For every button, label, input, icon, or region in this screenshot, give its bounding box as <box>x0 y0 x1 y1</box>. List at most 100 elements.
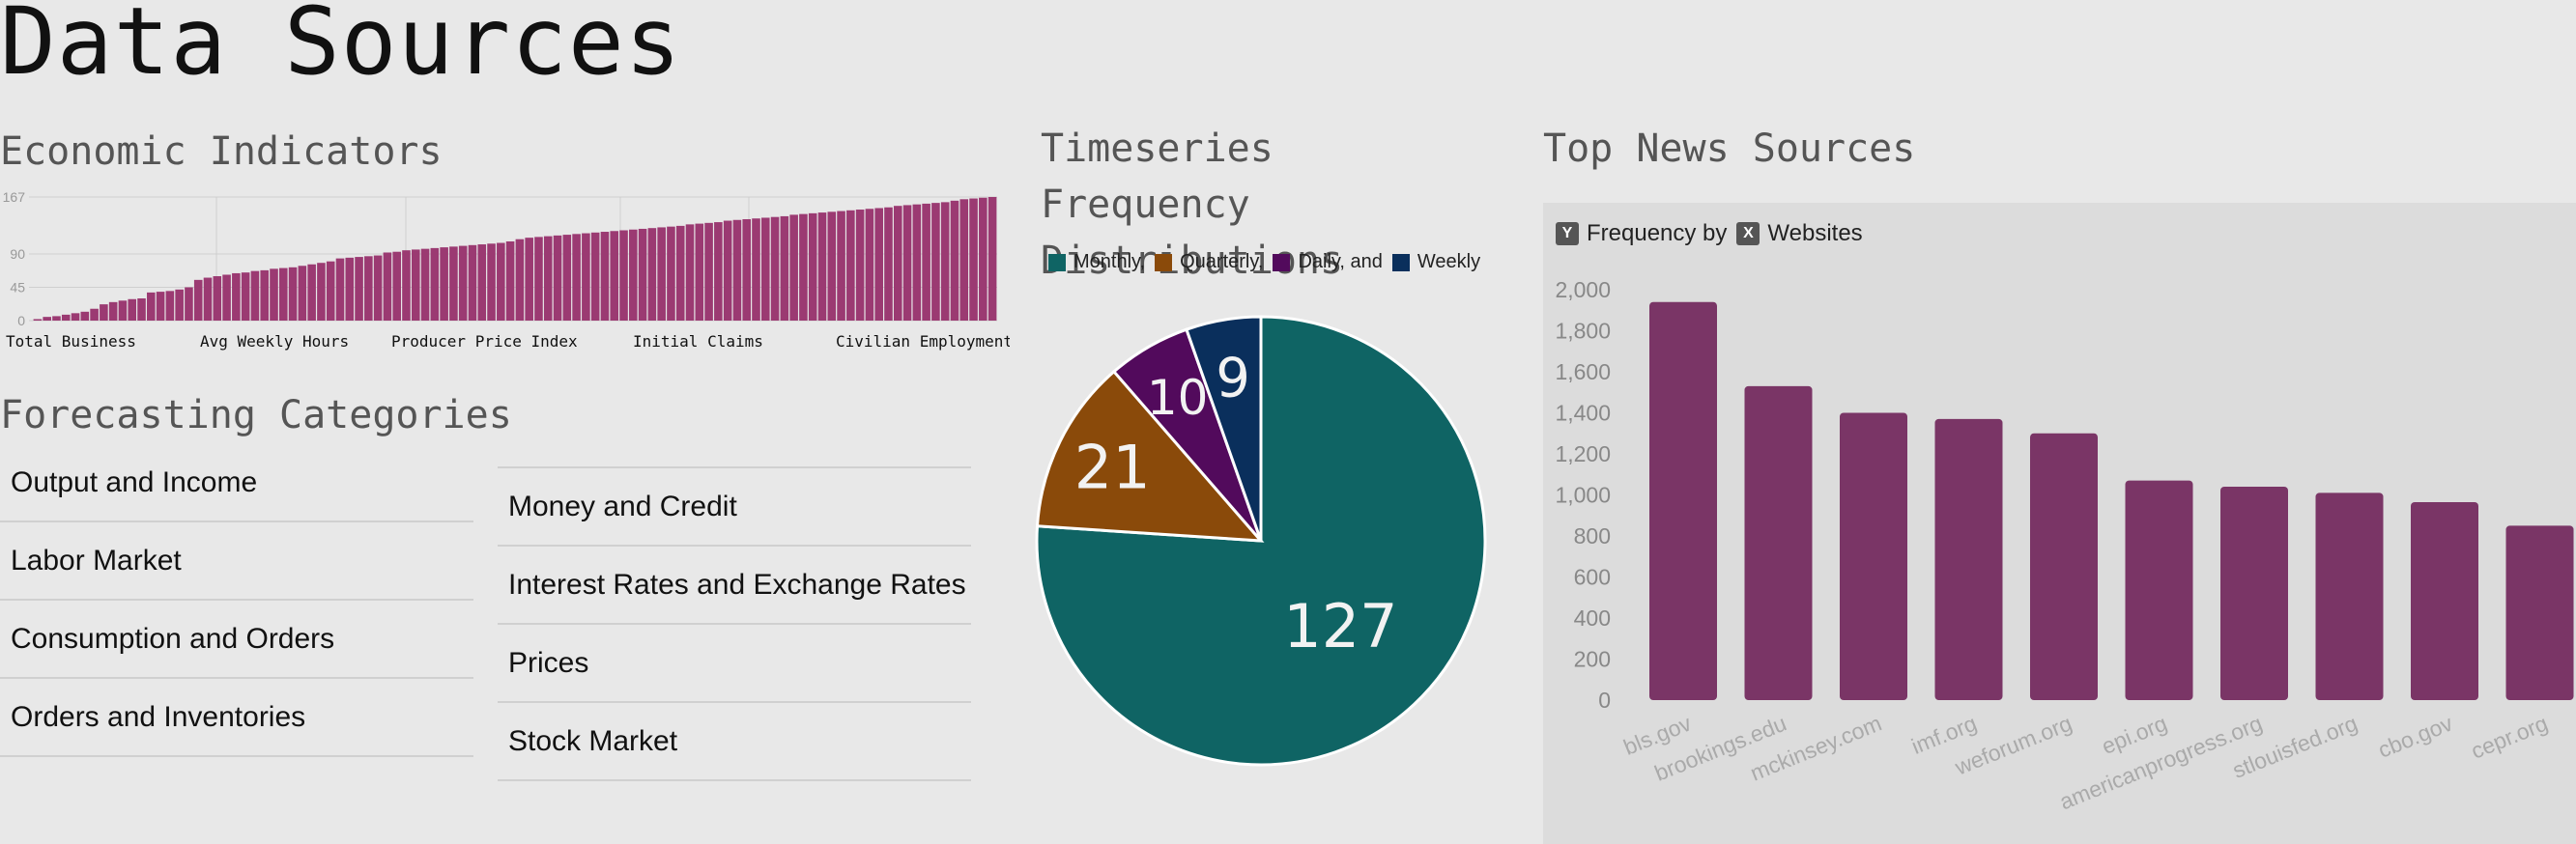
econ-bar <box>440 247 448 321</box>
econ-bar <box>572 234 581 321</box>
econ-bar <box>969 198 978 321</box>
econ-bar <box>629 229 638 321</box>
econ-bar <box>543 236 553 321</box>
econ-bar <box>193 279 203 321</box>
pie-data-label: 9 <box>1216 347 1250 409</box>
legend-swatch <box>1391 253 1410 271</box>
econ-bar <box>156 292 165 321</box>
econ-x-label: Total Business <box>6 332 136 351</box>
news-y-tick: 200 <box>1574 647 1611 672</box>
econ-bar <box>402 250 411 321</box>
news-bar <box>1649 301 1717 700</box>
econ-bar <box>61 314 71 321</box>
econ-bar <box>487 243 496 321</box>
econ-bar <box>449 246 458 321</box>
legend-item-quarterly[interactable]: Quarterly, <box>1155 251 1263 273</box>
econ-bar <box>714 222 723 321</box>
category-item[interactable]: Prices <box>498 625 971 703</box>
econ-bar <box>477 244 487 321</box>
econ-bar <box>468 244 477 321</box>
econ-bar <box>43 317 51 321</box>
econ-bar <box>373 255 383 321</box>
econ-bar <box>383 252 392 321</box>
category-item[interactable]: Output and Income <box>0 444 473 522</box>
news-bar <box>2411 501 2478 700</box>
news-bar <box>1744 385 1813 700</box>
pie-legend: Monthly, Quarterly, Daily, and Weekly <box>1048 251 1490 273</box>
econ-bar <box>260 269 270 321</box>
econ-bar <box>837 211 845 321</box>
legend-label: Weekly <box>1417 251 1481 272</box>
legend-swatch <box>1048 253 1066 271</box>
timeseries-title: Timeseries Frequency Distributions <box>1041 127 1344 283</box>
econ-bar <box>950 200 959 321</box>
news-bar <box>1934 418 2003 700</box>
news-x-label: cbo.gov <box>2374 710 2456 762</box>
econ-bar <box>458 245 468 321</box>
econ-bar <box>817 212 827 321</box>
econ-bar <box>799 213 808 321</box>
econ-bar <box>71 313 80 321</box>
category-item[interactable]: Labor Market <box>0 522 473 601</box>
econ-bar <box>752 218 760 321</box>
legend-swatch <box>1155 253 1173 271</box>
econ-bar <box>987 197 997 321</box>
econ-bar <box>203 277 213 321</box>
news-y-tick: 1,600 <box>1555 359 1611 384</box>
econ-bar <box>931 203 940 321</box>
pie-data-label: 127 <box>1283 591 1397 661</box>
category-item[interactable]: Orders and Inventories <box>0 679 473 757</box>
news-y-tick: 2,000 <box>1555 277 1611 302</box>
x-axis-badge[interactable]: X <box>1736 222 1760 245</box>
category-item[interactable]: Money and Credit <box>498 468 971 547</box>
legend-item-weekly[interactable]: Weekly <box>1391 251 1481 273</box>
y-axis-badge[interactable]: Y <box>1556 222 1579 245</box>
econ-bar <box>770 216 780 321</box>
econ-bar <box>780 215 789 321</box>
x-axis-text: Websites <box>1767 220 1863 246</box>
economic-indicators-title: Economic Indicators <box>0 129 443 174</box>
econ-bar <box>884 207 893 321</box>
econ-bar <box>685 224 695 321</box>
econ-bar <box>222 274 231 321</box>
econ-bar <box>619 230 628 321</box>
econ-y-tick: 167 <box>3 191 26 205</box>
econ-bar <box>525 238 533 321</box>
econ-bar <box>553 235 562 321</box>
econ-bar <box>760 217 770 321</box>
econ-bar <box>364 256 373 321</box>
econ-bar <box>562 235 572 321</box>
econ-bar <box>647 228 657 321</box>
news-y-tick: 1,400 <box>1555 401 1611 426</box>
category-item[interactable]: Stock Market <box>498 703 971 781</box>
page-title: Data Sources <box>0 0 682 96</box>
econ-bar <box>298 266 307 321</box>
econ-bar <box>940 202 950 321</box>
econ-bar <box>695 223 704 321</box>
news-y-tick: 800 <box>1574 523 1611 549</box>
econ-bar <box>213 276 222 321</box>
econ-bar <box>100 304 108 321</box>
news-bar <box>2315 492 2384 700</box>
econ-bar <box>147 292 156 321</box>
legend-item-monthly[interactable]: Monthly, <box>1048 251 1145 273</box>
econ-bar <box>118 300 128 321</box>
pie-slice-weekly <box>1185 315 1263 542</box>
news-bar-chart: 0 200 400 600 800 1,000 1,200 1,400 1,600 1,800 2,… <box>1555 277 2574 814</box>
legend-item-daily[interactable]: Daily, and <box>1273 251 1383 273</box>
econ-bar <box>534 237 543 321</box>
news-bar <box>2505 525 2574 700</box>
econ-bar <box>335 258 345 321</box>
category-item[interactable]: Consumption and Orders <box>0 601 473 679</box>
econ-bar <box>430 247 440 321</box>
econ-bar <box>922 203 930 321</box>
econ-bar <box>288 267 298 321</box>
econ-bar <box>165 291 175 321</box>
econ-bar <box>270 268 278 321</box>
econ-bar <box>874 208 883 321</box>
econ-bar <box>638 228 647 321</box>
category-item[interactable]: Interest Rates and Exchange Rates <box>498 547 971 625</box>
econ-bar <box>33 319 43 321</box>
econ-y-tick: 90 <box>10 246 25 262</box>
econ-x-label: Producer Price Index <box>391 332 578 351</box>
